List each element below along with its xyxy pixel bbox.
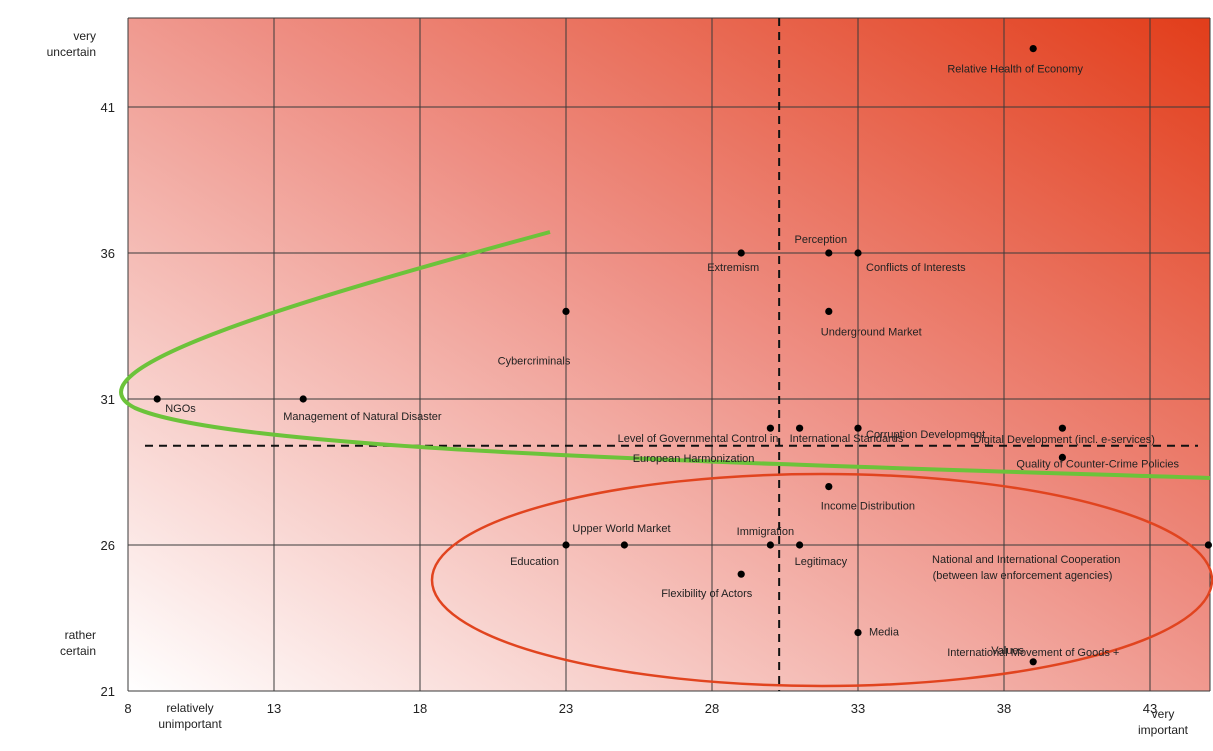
grid-lines xyxy=(127,17,1211,692)
data-point xyxy=(153,395,161,403)
green-uncertainty-curve xyxy=(119,230,1211,480)
y-tick-label: 31 xyxy=(101,392,115,407)
data-point xyxy=(766,541,775,549)
x-tick-label: 43 xyxy=(1143,701,1157,716)
x-high-label-line: important xyxy=(1138,723,1189,737)
point-label: Underground Market xyxy=(821,326,922,338)
x-low-label-line: relatively xyxy=(166,701,213,715)
data-points xyxy=(153,45,1212,666)
x-tick-label: 28 xyxy=(705,701,719,716)
x-tick-label: 18 xyxy=(413,701,427,716)
y-tick-label: 41 xyxy=(101,100,115,115)
x-tick-label: 13 xyxy=(267,701,281,716)
point-label: NGOs xyxy=(165,403,196,415)
plot-background xyxy=(128,18,1210,691)
y-tick-label: 26 xyxy=(101,538,115,553)
data-point xyxy=(825,483,833,491)
red-importance-ellipse xyxy=(430,472,1213,688)
point-label: International Movement of Goods + xyxy=(947,647,1119,659)
point-label: International Standards xyxy=(790,433,904,445)
data-point xyxy=(854,629,862,637)
data-point xyxy=(796,424,804,432)
x-tick-label: 33 xyxy=(851,701,865,716)
point-labels: Relative Health of Economy Perception Extr… xyxy=(165,64,1179,659)
highlight-shapes xyxy=(119,230,1213,688)
y-high-label: very uncertain xyxy=(47,29,96,59)
point-label: Conflicts of Interests xyxy=(866,262,966,274)
axis-end-labels: very uncertain rather certain relatively unim… xyxy=(47,29,1189,737)
point-label: Immigration xyxy=(737,526,794,538)
data-point xyxy=(299,395,307,403)
data-point xyxy=(1029,45,1037,53)
point-label: Corruption Development xyxy=(866,429,985,441)
point-label: Relative Health of Economy xyxy=(947,64,1083,76)
point-label: Management of Natural Disaster xyxy=(283,411,442,423)
x-low-label-line: unimportant xyxy=(158,717,222,731)
x-high-label: very important xyxy=(1138,707,1189,737)
data-point xyxy=(825,249,833,257)
point-label: Perception xyxy=(795,234,848,246)
point-label: Level of Governmental Control in xyxy=(618,433,779,445)
data-point xyxy=(737,249,745,257)
data-point xyxy=(854,424,862,432)
x-tick-label: 8 xyxy=(124,701,131,716)
point-label: Digital Development (incl. e-services) xyxy=(973,434,1155,446)
data-point xyxy=(620,541,629,549)
y-high-label-line: very xyxy=(73,29,96,43)
y-low-label-line: rather xyxy=(65,628,96,642)
data-point xyxy=(737,570,745,578)
data-point xyxy=(562,307,570,315)
data-point xyxy=(1204,541,1212,549)
point-label: Media xyxy=(869,627,900,639)
data-point xyxy=(854,249,862,257)
axis-ticks: 8 13 18 23 28 33 38 43 21 26 31 36 41 xyxy=(101,100,1158,716)
x-high-label-line: very xyxy=(1152,707,1175,721)
point-label: Education xyxy=(510,556,559,568)
data-point xyxy=(825,307,833,315)
point-label: Income Distribution xyxy=(821,501,915,513)
x-tick-label: 23 xyxy=(559,701,573,716)
point-label: Cybercriminals xyxy=(498,355,571,367)
y-high-label-line: uncertain xyxy=(47,45,96,59)
x-tick-label: 38 xyxy=(997,701,1011,716)
data-point xyxy=(562,541,570,549)
point-label: Extremism xyxy=(707,262,759,274)
y-low-label-line: certain xyxy=(60,644,96,658)
point-label: National and International Cooperation xyxy=(932,554,1120,566)
data-point xyxy=(796,541,804,549)
data-point xyxy=(1029,658,1037,666)
x-low-label: relatively unimportant xyxy=(158,701,222,731)
y-tick-label: 36 xyxy=(101,246,115,261)
point-label: European Harmonization xyxy=(633,453,755,465)
data-point xyxy=(1058,453,1066,461)
y-low-label: rather certain xyxy=(60,628,96,658)
point-label: Quality of Counter-Crime Policies xyxy=(1016,458,1179,470)
threshold-lines xyxy=(145,18,1198,691)
point-label: Legitimacy xyxy=(795,556,848,568)
y-tick-label: 21 xyxy=(101,684,115,699)
point-label: Flexibility of Actors xyxy=(661,588,753,600)
data-point xyxy=(1058,424,1066,432)
data-point xyxy=(766,424,775,432)
point-label: (between law enforcement agencies) xyxy=(933,570,1113,582)
point-label: Upper World Market xyxy=(572,523,670,535)
point-label: Values xyxy=(991,645,1024,657)
